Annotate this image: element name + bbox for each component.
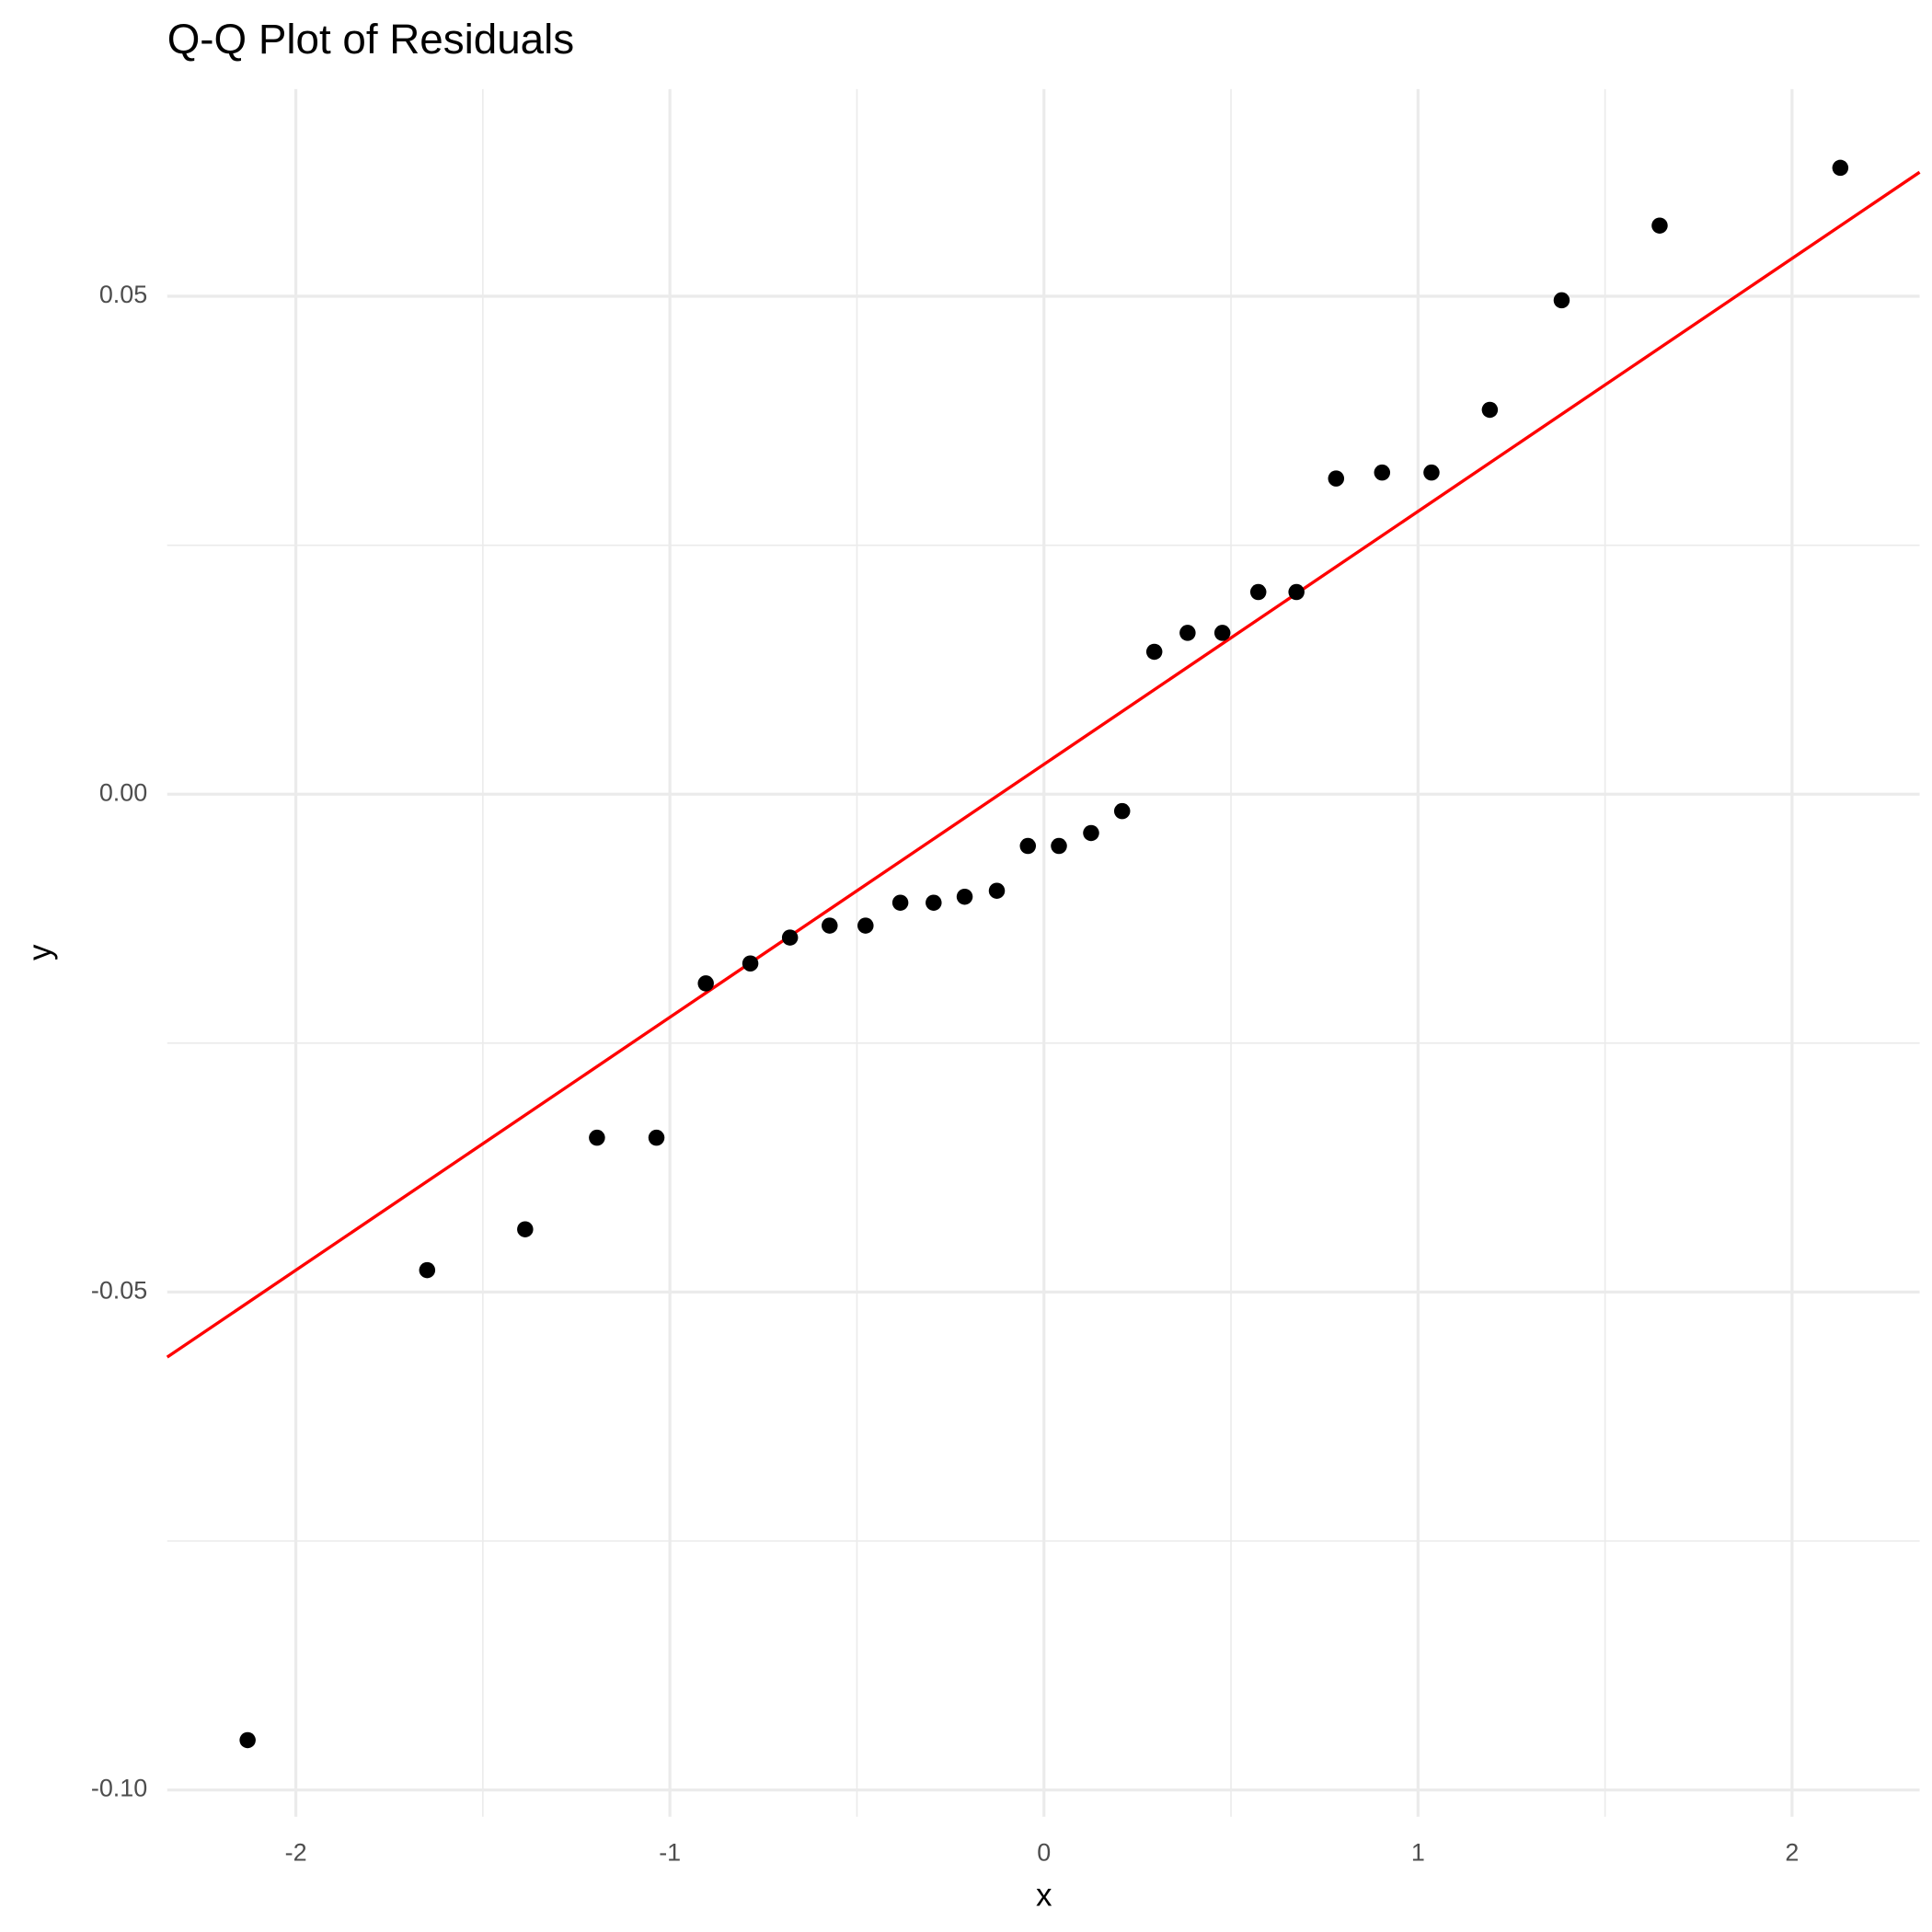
data-point (891, 894, 909, 911)
x-tick-label: 1 (1411, 1838, 1425, 1866)
data-point (822, 917, 838, 934)
data-point (1213, 625, 1231, 641)
x-tick-label: -2 (285, 1838, 307, 1866)
data-point (956, 888, 973, 905)
x-tick-label: 2 (1785, 1838, 1799, 1866)
data-point (1113, 802, 1131, 820)
data-point (419, 1261, 436, 1279)
data-point (742, 955, 759, 972)
y-tick-label: -0.10 (91, 1775, 147, 1802)
data-point (926, 894, 942, 911)
data-point (1145, 643, 1163, 661)
data-point (517, 1221, 534, 1237)
x-tick-label: 0 (1037, 1838, 1051, 1866)
data-point (239, 1731, 256, 1749)
data-point (1083, 824, 1099, 842)
data-point (988, 882, 1006, 899)
data-point (1553, 292, 1570, 309)
data-point (1832, 159, 1849, 177)
y-tick-label: -0.05 (91, 1277, 147, 1305)
y-axis-title: y (22, 944, 58, 960)
data-point (1179, 625, 1196, 641)
x-axis-title: x (1036, 1878, 1052, 1914)
y-tick-label: 0.00 (99, 778, 147, 806)
data-point (1051, 837, 1067, 855)
chart-title: Q-Q Plot of Residuals (167, 16, 574, 63)
data-point (1019, 837, 1037, 855)
data-point (697, 975, 714, 992)
reference-line (166, 170, 1921, 1359)
data-point (857, 917, 874, 934)
data-point (781, 929, 799, 946)
data-point (1288, 583, 1305, 601)
data-point (1481, 401, 1499, 419)
data-point (1249, 583, 1267, 601)
data-point (1328, 470, 1345, 487)
data-point (589, 1129, 605, 1146)
data-point (1651, 217, 1668, 234)
y-tick-label: 0.05 (99, 281, 147, 308)
x-tick-label: -1 (659, 1838, 681, 1866)
data-point (1374, 464, 1391, 481)
data-point (1423, 464, 1440, 481)
data-point (648, 1129, 665, 1146)
